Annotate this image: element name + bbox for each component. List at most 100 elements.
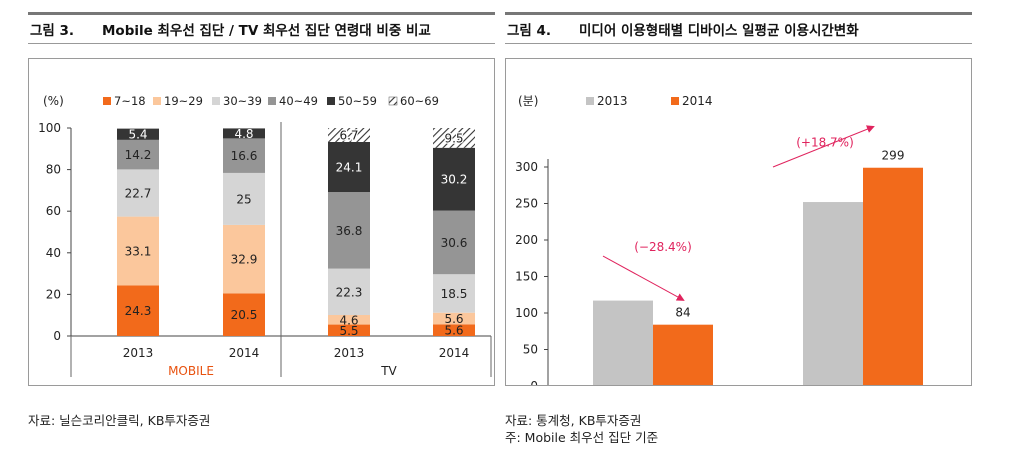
bar-segment-19-29 <box>328 314 370 325</box>
left-figure-title: Mobile 최우선 집단 / TV 최우선 집단 연령대 비중 비교 <box>102 23 431 39</box>
bar-value-label: 5.5 <box>339 324 358 338</box>
right-chart-frame: (분)20132014050100150200250300TVMobile842… <box>505 58 972 386</box>
bar-segment-7-18 <box>223 293 265 336</box>
legend-swatch-2014 <box>671 97 679 105</box>
bar-value-label: 16.6 <box>231 149 258 163</box>
bar-value-label: 30.2 <box>441 173 468 187</box>
bar-value-label: 30.6 <box>441 236 468 250</box>
bar-tv-2014 <box>653 324 713 385</box>
y-tick-label: 100 <box>38 121 61 135</box>
y-tick-label: 0 <box>530 379 538 385</box>
bar-segment-50-59 <box>117 128 159 140</box>
y-tick-label: 200 <box>515 233 538 247</box>
y-axis-unit: (%) <box>43 94 64 108</box>
bar-value-label: 6.7 <box>339 128 358 142</box>
bar-segment-19-29 <box>433 312 475 325</box>
legend-label-4: 40~49 <box>279 94 318 108</box>
bar-value-label: 9.5 <box>444 131 463 145</box>
bar-mobile-2014 <box>863 167 923 385</box>
x-tick-label: 2013 <box>123 346 154 360</box>
change-arrow-mobile <box>772 125 875 168</box>
legend-swatch-3 <box>212 97 220 105</box>
bar-segment-50-59 <box>433 147 475 211</box>
bar-value-label: 4.6 <box>339 313 358 327</box>
bar-segment-40-49 <box>117 139 159 170</box>
y-tick-label: 250 <box>515 197 538 211</box>
legend-swatch-4 <box>268 97 276 105</box>
bar-segment-30-39 <box>223 172 265 225</box>
bar-value-label: 5.4 <box>128 128 147 142</box>
legend-label-6: 60~69 <box>400 94 439 108</box>
y-tick-label: 40 <box>46 246 61 260</box>
bar-value-label: 14.2 <box>125 148 152 162</box>
bar-value-label: 33.1 <box>125 245 152 259</box>
right-figure-title: 미디어 이용형태별 디바이스 일평균 이용시간변화 <box>579 23 859 39</box>
bar-segment-7-18 <box>117 285 159 336</box>
bar-segment-30-39 <box>328 268 370 315</box>
bar-tv-2013 <box>593 300 653 385</box>
bar-value-label: 25 <box>236 192 251 206</box>
right-footnote: 주: Mobile 최우선 집단 기준 <box>505 430 659 445</box>
change-arrow-tv <box>602 255 685 301</box>
x-tick-label: 2013 <box>334 346 365 360</box>
legend-label-3: 30~39 <box>223 94 262 108</box>
bar-segment-7-18 <box>328 324 370 336</box>
bar-segment-50-59 <box>328 141 370 193</box>
left-source-note: 자료: 닐슨코리안클릭, KB투자증권 <box>28 413 211 428</box>
bar-value-label: 5.6 <box>444 324 463 338</box>
change-annotation-tv: (−28.4%) <box>634 240 692 254</box>
legend-label-2014: 2014 <box>682 94 713 108</box>
bar-value-label: 20.5 <box>231 308 258 322</box>
y-tick-label: 0 <box>53 329 61 343</box>
bar-value-label: 32.9 <box>231 253 258 267</box>
legend-swatch-2 <box>153 97 161 105</box>
usage-time-bar-chart: (분)20132014050100150200250300TVMobile842… <box>515 94 923 385</box>
y-tick-label: 60 <box>46 204 61 218</box>
legend-swatch-1 <box>103 97 111 105</box>
bar-value-label: 5.6 <box>444 312 463 326</box>
bar-segment-40-49 <box>433 210 475 275</box>
right-figure-panel: 그림 4. 미디어 이용형태별 디바이스 일평균 이용시간변화 (분) 2013 2… <box>505 12 972 386</box>
legend-label-5: 50~59 <box>338 94 377 108</box>
y-tick-label: 300 <box>515 160 538 174</box>
right-figure-title-bar: 그림 4. 미디어 이용형태별 디바이스 일평균 이용시간변화 <box>505 12 972 44</box>
left-figure-panel: 그림 3. Mobile 최우선 집단 / TV 최우선 집단 연령대 비중 비… <box>28 12 495 386</box>
legend-label-2: 19~29 <box>164 94 203 108</box>
left-chart-frame: (%) 7~18 19~29 30~39 40~49 50~59 60~69 0 20 40 60 8… <box>28 58 495 386</box>
bar-segment-40-49 <box>328 192 370 269</box>
bar-value-label: 24.1 <box>336 161 363 175</box>
bar-value-label: 24.3 <box>125 304 152 318</box>
change-annotation-mobile: (+18.7%) <box>796 136 854 150</box>
legend-swatch-2013 <box>586 97 594 105</box>
y-axis-unit: (분) <box>518 94 538 108</box>
x-tick-label: 2014 <box>439 346 470 360</box>
bar-value-label: 22.3 <box>336 285 363 299</box>
bar-value-label: 4.8 <box>234 127 253 141</box>
y-tick-label: 50 <box>523 343 538 357</box>
y-tick-label: 150 <box>515 270 538 284</box>
bar-segment-19-29 <box>117 216 159 286</box>
age-share-stacked-bar-chart: (%) 7~18 19~29 30~39 40~49 50~59 60~69 0 20 40 60 8… <box>38 94 492 378</box>
right-source-note: 자료: 통계청, KB투자증권 <box>505 413 642 428</box>
bar-segment-7-18 <box>433 324 475 336</box>
bar-value-label: 299 <box>882 149 905 163</box>
bar-segment-19-29 <box>223 224 265 294</box>
bar-value-label: 36.8 <box>336 224 363 238</box>
bar-value-label: 84 <box>675 306 690 320</box>
bar-value-label: 22.7 <box>125 187 152 201</box>
bar-segment-60-69 <box>328 128 370 142</box>
bar-segment-30-39 <box>433 274 475 313</box>
y-tick-label: 20 <box>46 287 61 301</box>
left-figure-number: 그림 3. <box>30 23 75 39</box>
legend-label-1: 7~18 <box>114 94 146 108</box>
y-tick-label: 80 <box>46 163 61 177</box>
bar-segment-40-49 <box>223 138 265 173</box>
y-tick-label: 100 <box>515 306 538 320</box>
left-figure-title-bar: 그림 3. Mobile 최우선 집단 / TV 최우선 집단 연령대 비중 비… <box>28 12 495 44</box>
legend-label-2013: 2013 <box>597 94 628 108</box>
x-tick-label: 2014 <box>229 346 260 360</box>
bar-value-label: 18.5 <box>441 287 468 301</box>
bar-segment-30-39 <box>117 169 159 217</box>
bar-segment-60-69 <box>433 128 475 148</box>
legend-swatch-6 <box>388 96 398 106</box>
